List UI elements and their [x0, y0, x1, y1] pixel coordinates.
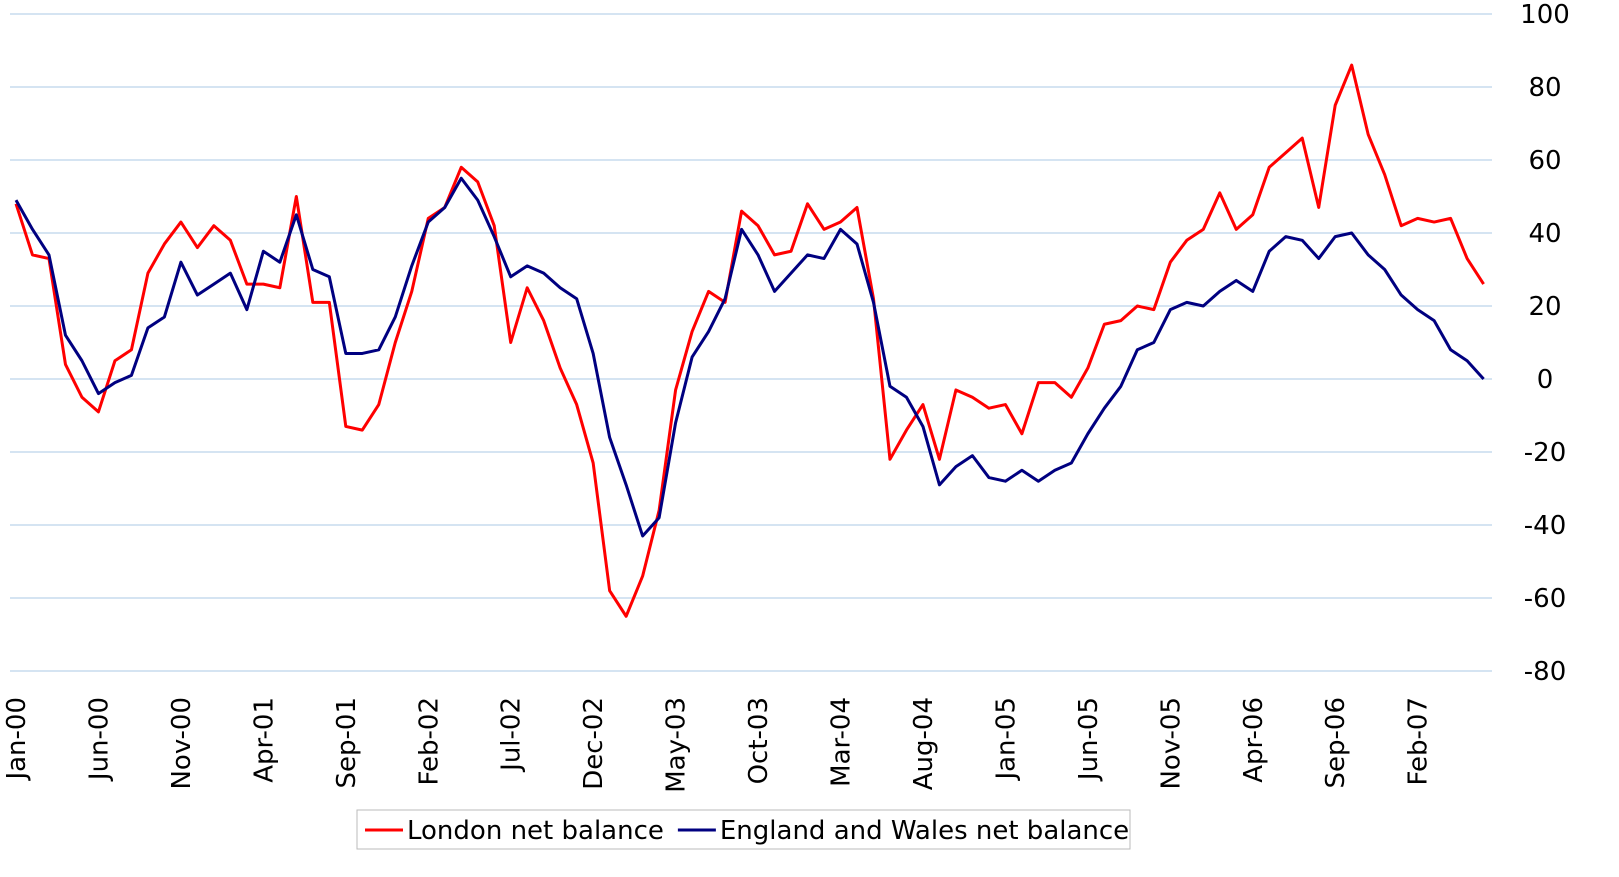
x-tick-label: Apr-06: [1239, 697, 1269, 783]
legend: London net balance England and Wales net …: [356, 809, 1131, 850]
series-line: [14, 63, 1485, 618]
x-tick-label: Mar-04: [827, 697, 857, 787]
y-tick-label: -20: [1524, 438, 1566, 468]
y-tick-label: 100: [1520, 0, 1570, 30]
x-tick-label: Sep-06: [1321, 697, 1351, 788]
legend-label: England and Wales net balance: [720, 816, 1129, 846]
series-line: [14, 176, 1485, 538]
y-tick-label: 80: [1528, 73, 1561, 103]
x-tick-label: Dec-02: [579, 697, 609, 790]
x-tick-label: Jun-05: [1074, 697, 1104, 782]
x-tick-label: Jun-00: [84, 697, 114, 782]
x-tick-label: Jan-05: [991, 697, 1021, 782]
x-tick-label: Oct-03: [744, 697, 774, 784]
y-tick-label: 0: [1537, 365, 1554, 395]
x-tick-label: Sep-01: [332, 697, 362, 788]
x-tick-label: Jul-02: [497, 697, 527, 773]
x-tick-label: Apr-01: [249, 697, 279, 783]
legend-box: [356, 809, 1131, 850]
y-tick-label: -40: [1524, 511, 1566, 541]
x-tick-label: Feb-02: [414, 697, 444, 786]
x-tick-label: May-03: [662, 697, 692, 793]
x-tick-label: Aug-04: [909, 697, 939, 790]
y-tick-label: 40: [1528, 219, 1561, 249]
x-tick-label: Jan-00: [2, 697, 32, 782]
y-tick-label: -60: [1524, 584, 1566, 614]
y-tick-label: -80: [1524, 657, 1566, 687]
y-tick-label: 20: [1528, 292, 1561, 322]
x-tick-label: Nov-05: [1156, 697, 1186, 790]
y-tick-label: 60: [1528, 146, 1561, 176]
x-tick-label: Feb-07: [1404, 697, 1434, 786]
x-tick-label: Nov-00: [167, 697, 197, 790]
legend-label: London net balance: [407, 816, 664, 846]
